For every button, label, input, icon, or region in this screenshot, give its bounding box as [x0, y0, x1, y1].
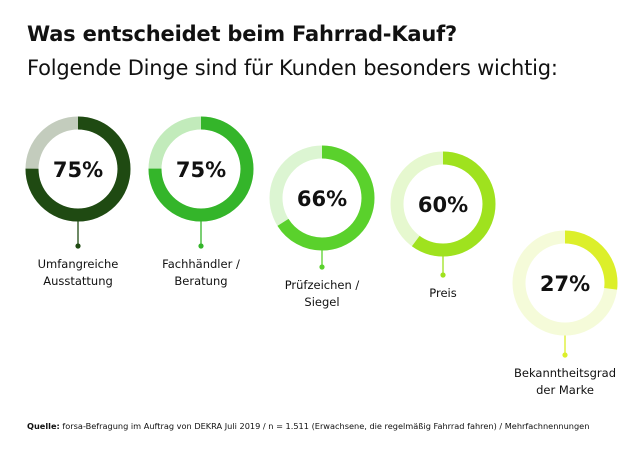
source-label: Quelle:: [27, 421, 60, 431]
donut-item: 75% Umfangreiche Ausstattung: [25, 116, 131, 288]
donut-value-label: 60%: [418, 193, 468, 217]
category-label: Umfangreiche: [38, 257, 119, 271]
leader-dot: [440, 272, 446, 278]
category-label: Ausstattung: [43, 274, 113, 288]
donut-value-label: 75%: [176, 158, 226, 182]
donut-item: 27% Bekanntheitsgrad der Marke: [512, 230, 618, 397]
donut-value-arc: [25, 116, 131, 222]
donut-item: 60% Preis: [390, 151, 496, 300]
leader-dot: [562, 352, 568, 358]
donut-value-arc: [269, 145, 375, 251]
donut-value-label: 66%: [297, 187, 347, 211]
leader-dot: [75, 243, 81, 249]
source-text: forsa-Befragung im Auftrag von DEKRA Jul…: [59, 421, 590, 431]
donut-value-arc: [148, 116, 254, 222]
category-label: der Marke: [536, 383, 594, 397]
chart-subtitle: Folgende Dinge sind für Kunden besonders…: [27, 56, 558, 80]
chart-title: Was entscheidet beim Fahrrad-Kauf?: [27, 22, 458, 46]
donut-item: 75% Fachhändler / Beratung: [148, 116, 254, 288]
category-label: Beratung: [174, 274, 227, 288]
category-label: Bekanntheitsgrad: [514, 366, 616, 380]
category-label: Fachhändler /: [162, 257, 240, 271]
donut-value-arc: [512, 230, 618, 336]
donut-value-label: 75%: [53, 158, 103, 182]
donut-item: 66% Prüfzeichen / Siegel: [269, 145, 375, 309]
donut-value-arc: [390, 151, 496, 257]
category-label: Preis: [429, 286, 456, 300]
category-label: Prüfzeichen /: [285, 278, 360, 292]
category-label: Siegel: [304, 295, 339, 309]
donut-value-label: 27%: [540, 272, 590, 296]
leader-dot: [319, 264, 325, 270]
source-note: Quelle: forsa-Befragung im Auftrag von D…: [27, 421, 589, 431]
leader-dot: [198, 243, 204, 249]
